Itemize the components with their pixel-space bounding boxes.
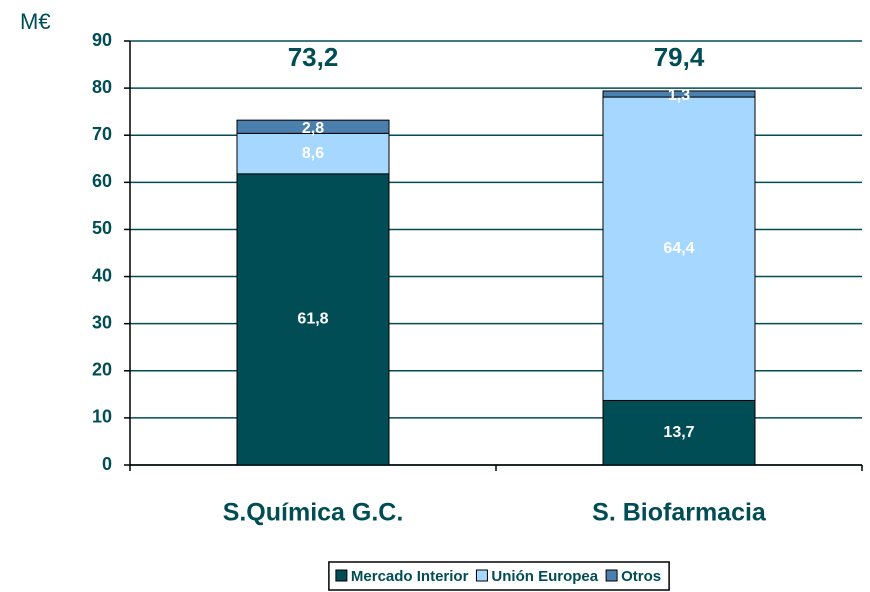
total-label: 79,4 [654,42,705,72]
y-tick-label: 20 [92,360,112,380]
legend-swatch [335,569,348,582]
bar-segment [602,399,756,466]
value-label: 64,4 [663,240,694,257]
value-label: 8,6 [302,145,324,162]
x-tick-label: S.Química G.C. [223,499,404,527]
bar-segment [602,90,756,98]
bar-segment [236,132,390,175]
y-tick-label: 70 [92,124,112,144]
y-tick-label: 80 [92,77,112,97]
legend-label: Otros [621,568,661,585]
value-label: 2,8 [302,120,324,137]
total-label: 73,2 [288,42,339,72]
y-tick-label: 60 [92,171,112,191]
value-label: 13,7 [663,424,694,441]
y-tick-label: 90 [92,30,112,50]
y-tick-label: 0 [102,454,112,474]
x-tick-label: S. Biofarmacia [592,499,767,527]
legend: Mercado Interior Unión Europea Otros [328,561,670,591]
legend-label: Mercado Interior [351,568,469,585]
y-tick-label: 50 [92,218,112,238]
legend-swatch [475,569,488,582]
y-axis-unit: M€ [20,9,51,34]
bar-segment [236,119,390,134]
y-tick-label: 40 [92,265,112,285]
value-label: 61,8 [297,311,328,328]
legend-swatch [605,569,618,582]
y-tick-label: 30 [92,312,112,332]
value-label: 1,3 [668,87,690,104]
legend-label: Unión Europea [491,568,598,585]
y-tick-label: 10 [92,407,112,427]
